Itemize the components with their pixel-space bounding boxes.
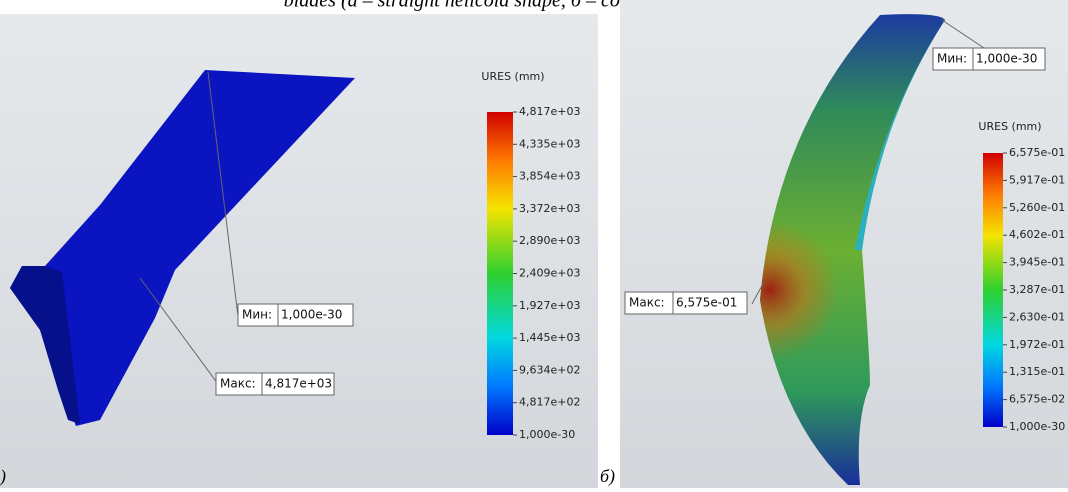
legend-tick-label: 1,000e-30	[1009, 420, 1065, 433]
callout-value: 1,000e-30	[281, 308, 342, 322]
callout-label: Макс:	[629, 296, 665, 310]
panel-label: б)	[600, 466, 615, 487]
legend-tick-label: 4,817e+02	[519, 396, 580, 409]
legend-tick-label: 5,917e-01	[1009, 173, 1065, 186]
callout-label: Макс:	[220, 377, 256, 391]
legend-tick-label: 6,575e-01	[1009, 146, 1065, 159]
legend-tick-label: 4,602e-01	[1009, 228, 1065, 241]
legend-tick-label: 6,575e-02	[1009, 393, 1065, 406]
legend-tick-label: 3,287e-01	[1009, 283, 1065, 296]
callout-value: 4,817e+03	[265, 377, 332, 391]
legend-tick-label: 2,630e-01	[1009, 310, 1065, 323]
legend-tick-label: 1,315e-01	[1009, 365, 1065, 378]
legend-tick-label: 9,634e+02	[519, 363, 580, 376]
legend-title: URES (mm)	[481, 70, 544, 83]
color-bar	[487, 112, 513, 435]
legend-tick-label: 3,372e+03	[519, 202, 580, 215]
figure: blades (a – straight helicoid shape, б –…	[0, 0, 1068, 488]
callout-value: 6,575e-01	[676, 296, 737, 310]
color-bar	[983, 153, 1003, 427]
legend-tick-label: 2,890e+03	[519, 234, 580, 247]
panel-label: )	[0, 466, 6, 487]
legend-tick-label: 4,817e+03	[519, 105, 580, 118]
legend-tick-label: 1,927e+03	[519, 299, 580, 312]
callout-value: 1,000e-30	[976, 52, 1037, 66]
legend-tick-label: 3,945e-01	[1009, 256, 1065, 269]
legend-tick-label: 3,854e+03	[519, 170, 580, 183]
legend-tick-label: 5,260e-01	[1009, 201, 1065, 214]
callout-label: Мин:	[937, 52, 967, 66]
legend-tick-label: 1,000e-30	[519, 428, 575, 441]
legend-tick-label: 1,445e+03	[519, 331, 580, 344]
callout-label: Мин:	[242, 308, 272, 322]
legend-tick-label: 2,409e+03	[519, 267, 580, 280]
legend-tick-label: 4,335e+03	[519, 137, 580, 150]
legend-tick-label: 1,972e-01	[1009, 338, 1065, 351]
legend-title: URES (mm)	[978, 120, 1041, 133]
